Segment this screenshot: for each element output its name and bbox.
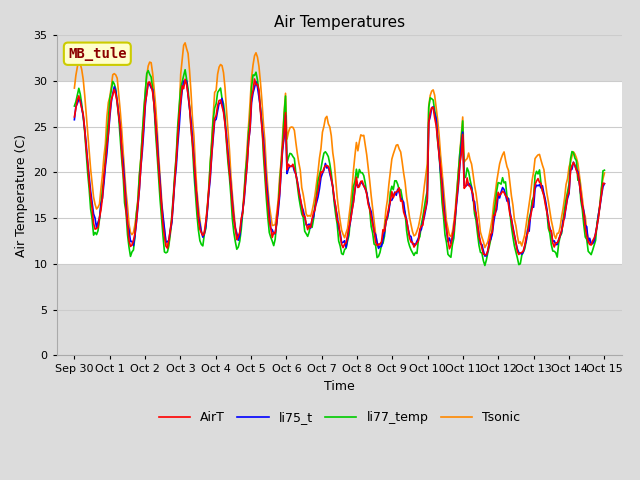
AirT: [483, 252, 490, 258]
li75_t: [304, 222, 312, 228]
AirT: [574, 171, 582, 177]
li77_temp: [574, 178, 582, 183]
Tsonic: [304, 213, 312, 219]
Title: Air Temperatures: Air Temperatures: [274, 15, 405, 30]
AirT: [257, 108, 264, 114]
li75_t: [574, 169, 582, 175]
Y-axis label: Air Temperature (C): Air Temperature (C): [15, 134, 28, 257]
li77_temp: [257, 106, 264, 112]
li75_t: [70, 117, 78, 122]
li77_temp: [181, 67, 189, 72]
X-axis label: Time: Time: [324, 380, 355, 393]
Bar: [57, 81, 622, 264]
Tsonic: [181, 40, 189, 46]
Bar: [57, 264, 622, 355]
AirT: [228, 204, 236, 209]
AirT: [70, 114, 78, 120]
li77_temp: [304, 233, 312, 239]
AirT: [600, 181, 608, 187]
li77_temp: [600, 168, 608, 173]
li77_temp: [136, 173, 143, 179]
Line: li75_t: li75_t: [74, 81, 604, 256]
AirT: [136, 186, 143, 192]
Tsonic: [70, 85, 78, 91]
li75_t: [230, 215, 237, 221]
Line: li77_temp: li77_temp: [74, 70, 604, 265]
Tsonic: [136, 172, 143, 178]
AirT: [251, 76, 259, 82]
Line: Tsonic: Tsonic: [74, 43, 604, 248]
li75_t: [136, 187, 143, 192]
Line: AirT: AirT: [74, 79, 604, 255]
AirT: [304, 227, 312, 232]
li75_t: [600, 181, 608, 187]
li75_t: [481, 253, 489, 259]
li77_temp: [481, 263, 489, 268]
Tsonic: [574, 161, 582, 167]
li77_temp: [70, 103, 78, 109]
Bar: [57, 36, 622, 81]
li77_temp: [230, 230, 237, 236]
li77_temp: [248, 84, 255, 90]
Text: MB_tule: MB_tule: [68, 47, 127, 61]
li75_t: [183, 78, 191, 84]
AirT: [246, 124, 254, 130]
li75_t: [257, 105, 264, 111]
li75_t: [248, 100, 255, 106]
Tsonic: [257, 79, 264, 85]
Tsonic: [230, 208, 237, 214]
Tsonic: [374, 245, 382, 251]
Legend: AirT, li75_t, li77_temp, Tsonic: AirT, li75_t, li77_temp, Tsonic: [154, 406, 525, 429]
Tsonic: [248, 74, 255, 80]
Tsonic: [600, 170, 608, 176]
